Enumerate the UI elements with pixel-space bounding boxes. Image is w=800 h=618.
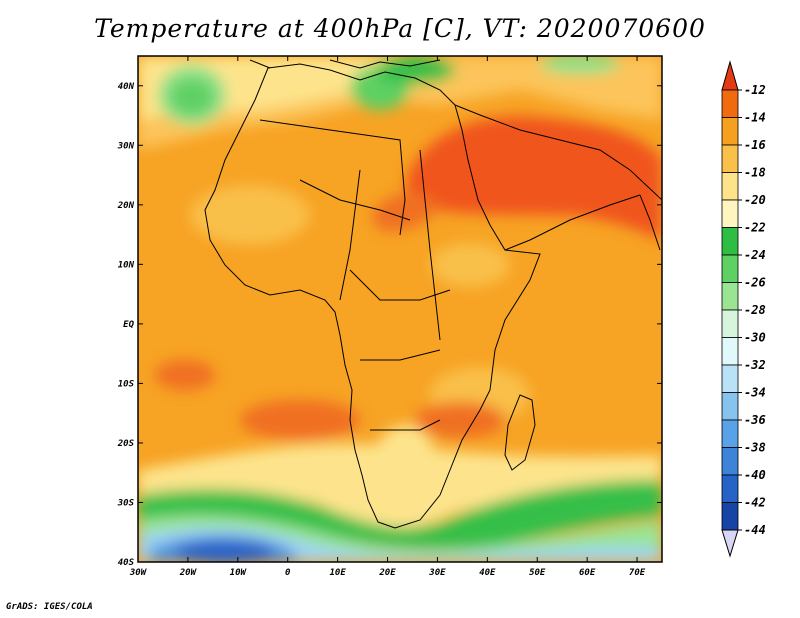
lat-axis: 40N 30N 20N 10N EQ 10S 20S 30S 40S	[117, 82, 662, 568]
lon-tick-label: 0	[285, 568, 291, 578]
colorbar-label: -40	[744, 468, 766, 482]
colorbar-label: -36	[744, 413, 766, 427]
lon-tick-label: 60E	[579, 568, 596, 578]
map-title: Temperature at 400hPa [C], VT: 202007060…	[94, 14, 706, 43]
lat-tick-label: 40S	[118, 558, 135, 568]
country-border-7	[419, 149, 441, 341]
colorbar-swatch	[721, 364, 739, 393]
field-green-west-core	[170, 79, 214, 115]
field-green-med	[375, 56, 455, 84]
field-hot-sahel	[370, 192, 440, 232]
colorbar-label: -22	[744, 221, 766, 235]
field-atlantic-hot	[155, 360, 215, 390]
colorbar: -12 -14 -16 -18 -20 -22 -24 -26 -28 -30 -32 -34 -36 -…	[721, 60, 766, 558]
colorbar-swatch	[721, 89, 739, 118]
field-southafrica-cool	[370, 425, 440, 525]
lon-tick-label: 50E	[529, 568, 546, 578]
country-border-2	[299, 179, 411, 221]
lat-tick-label: 40N	[118, 82, 135, 92]
lat-tick-label: 20N	[117, 201, 135, 211]
colorbar-label: -38	[744, 441, 766, 455]
colorbar-label: -12	[744, 83, 766, 97]
field-south-green	[138, 480, 662, 549]
country-border-4	[360, 349, 441, 361]
colorbar-label: -30	[744, 331, 766, 345]
colorbar-swatch	[721, 282, 739, 311]
colorbar-label: -20	[744, 193, 766, 207]
field-horn-mild	[430, 243, 510, 287]
colorbar-label: -24	[744, 248, 766, 262]
colorbar-bottom-arrow	[721, 529, 739, 558]
colorbar-swatch	[721, 144, 739, 173]
colorbar-label: -44	[744, 523, 766, 537]
lon-axis: 30W 20W 10W 0 10E 20E 30E 40E 50E 60E 70E	[129, 56, 646, 578]
country-border-1	[259, 119, 406, 236]
colorbar-label: -42	[744, 496, 766, 510]
country-border-6	[339, 169, 361, 301]
india-coastline	[639, 194, 661, 251]
lon-tick-label: 30W	[129, 568, 148, 578]
colorbar-label: -28	[744, 303, 766, 317]
colorbar-label: -32	[744, 358, 766, 372]
europe-coastline	[249, 59, 441, 69]
colorbar-label: -18	[744, 166, 766, 180]
colorbar-swatch	[721, 309, 739, 338]
lon-tick-label: 20E	[378, 568, 396, 578]
plot-frame	[137, 55, 663, 563]
country-border-5	[370, 419, 441, 431]
colorbar-swatch	[721, 337, 739, 366]
credit-text: GrADS: IGES/COLA	[6, 602, 93, 612]
colorbar-label: -26	[744, 276, 766, 290]
lat-tick-label: 10S	[118, 379, 135, 389]
lat-tick-label: 10N	[118, 260, 135, 270]
field-south-darkblue	[175, 540, 275, 562]
colorbar-swatch	[721, 447, 739, 476]
africa-coastline	[204, 63, 541, 529]
colorbar-label: -16	[744, 138, 766, 152]
lat-tick-label: EQ	[123, 320, 134, 330]
colorbar-swatch	[721, 502, 739, 531]
field-green-ne	[540, 56, 620, 74]
colorbar-swatch	[721, 474, 739, 503]
lat-tick-label: 20S	[117, 439, 135, 449]
temperature-field	[138, 56, 662, 562]
lon-tick-label: 10E	[329, 568, 346, 578]
colorbar-swatch	[721, 117, 739, 146]
lon-tick-label: 30E	[428, 568, 446, 578]
lon-tick-label: 40E	[479, 568, 496, 578]
field-south-hot-east	[415, 402, 505, 438]
lon-tick-label: 10W	[230, 568, 248, 578]
colorbar-swatch	[721, 227, 739, 256]
colorbar-swatch	[721, 392, 739, 421]
madagascar-coastline	[504, 394, 536, 471]
lat-tick-label: 30S	[117, 498, 135, 508]
colorbar-swatch	[721, 199, 739, 228]
colorbar-swatch	[721, 419, 739, 448]
coastlines	[204, 59, 662, 529]
lat-tick-label: 30N	[117, 141, 135, 151]
colorbar-swatch	[721, 172, 739, 201]
arabia-coastline	[454, 104, 662, 251]
lon-tick-label: 20W	[179, 568, 198, 578]
colorbar-label: -14	[744, 111, 766, 125]
colorbar-top-arrow	[721, 60, 739, 91]
field-south-hot-west	[240, 400, 360, 440]
field-sahara-mild	[190, 185, 310, 245]
colorbar-label: -34	[744, 386, 766, 400]
lon-tick-label: 70E	[629, 568, 646, 578]
colorbar-swatch	[721, 254, 739, 283]
